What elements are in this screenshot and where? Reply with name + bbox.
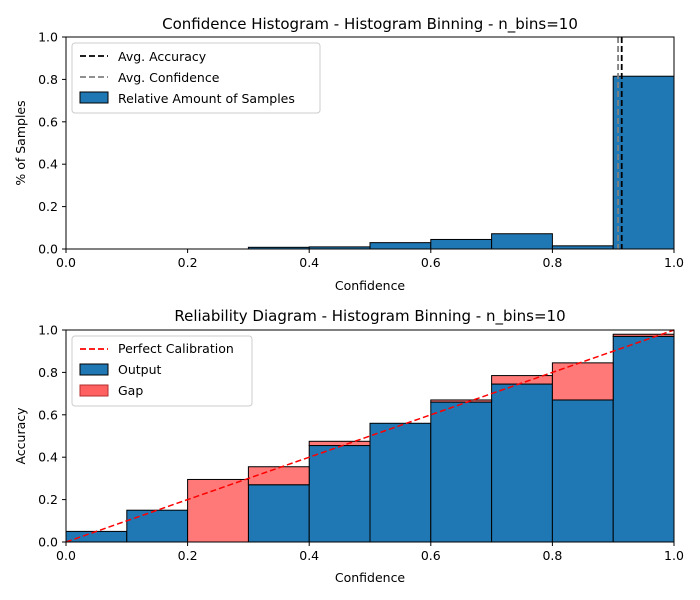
gap-bar (308, 440, 371, 447)
y-tick-label: 0.8 (38, 365, 58, 380)
histogram-bar (369, 242, 432, 250)
y-tick-label: 0.4 (38, 450, 58, 465)
y-tick-label: 1.0 (38, 323, 58, 338)
legend: Avg. Accuracy Avg. Confidence Relative A… (71, 42, 321, 114)
x-axis-label: Confidence (335, 278, 406, 293)
x-tick-label: 0.8 (542, 548, 562, 563)
chart-title: Reliability Diagram - Histogram Binning … (174, 307, 565, 326)
output-bar (65, 530, 128, 543)
y-axis-ticks: 0.0 0.2 0.4 0.6 0.8 1.0 (38, 323, 66, 550)
legend-avg-accuracy-label: Avg. Accuracy (118, 49, 207, 64)
legend-gap-swatch (79, 384, 109, 397)
output-bar (491, 383, 553, 543)
histogram-bar (491, 233, 553, 250)
y-tick-label: 1.0 (38, 30, 58, 45)
x-tick-label: 0.6 (421, 255, 441, 270)
legend-output-swatch (79, 363, 109, 376)
x-tick-label: 0.2 (178, 548, 198, 563)
y-axis-label: % of Samples (13, 100, 28, 185)
reference-lines (617, 37, 623, 249)
x-tick-label: 0.4 (299, 255, 319, 270)
legend-avg-confidence-label: Avg. Confidence (118, 70, 220, 85)
x-axis-ticks: 0.0 0.2 0.4 0.6 0.8 1.0 (56, 542, 684, 563)
perfect-calibration-line (65, 329, 675, 543)
chart-title: Confidence Histogram - Histogram Binning… (162, 15, 578, 34)
gap-bar (187, 478, 249, 543)
bar-group (247, 75, 675, 250)
gap-bar (551, 362, 614, 401)
legend-samples-swatch (79, 91, 109, 104)
output-bar (247, 484, 310, 543)
x-tick-label: 1.0 (664, 255, 684, 270)
y-tick-label: 0.8 (38, 72, 58, 87)
output-bar (612, 335, 675, 543)
output-bar (369, 422, 432, 543)
legend-output-label: Output (118, 362, 162, 377)
x-axis-ticks: 0.0 0.2 0.4 0.6 0.8 1.0 (56, 249, 684, 270)
y-tick-label: 0.6 (38, 114, 58, 129)
y-axis-ticks: 0.0 0.2 0.4 0.6 0.8 1.0 (38, 30, 66, 257)
legend-frame (71, 335, 253, 407)
y-tick-label: 0.2 (38, 199, 58, 214)
output-bar (126, 509, 189, 543)
legend: Perfect Calibration Output Gap (71, 335, 253, 407)
plot-frame (65, 329, 675, 543)
y-tick-label: 0.0 (38, 535, 58, 550)
y-tick-label: 0.0 (38, 242, 58, 257)
x-tick-label: 0.0 (56, 255, 76, 270)
legend-gap-label: Gap (118, 383, 143, 398)
x-tick-label: 0.2 (178, 255, 198, 270)
output-bar (430, 401, 493, 543)
x-tick-label: 0.6 (421, 548, 441, 563)
reliability-diagram-chart: Reliability Diagram - Histogram Binning … (13, 307, 684, 585)
x-axis-label: Confidence (335, 570, 406, 585)
x-tick-label: 0.0 (56, 548, 76, 563)
y-axis-label: Accuracy (13, 407, 28, 465)
output-bar (551, 399, 614, 543)
y-tick-label: 0.6 (38, 407, 58, 422)
histogram-bar (612, 75, 675, 250)
legend-samples-label: Relative Amount of Samples (118, 91, 295, 106)
plot-frame (65, 36, 675, 250)
x-tick-label: 0.4 (299, 548, 319, 563)
gap-bar (612, 333, 675, 337)
output-bar (308, 445, 371, 543)
x-tick-label: 1.0 (664, 548, 684, 563)
gap-bar (247, 466, 310, 486)
legend-perfect-calibration-label: Perfect Calibration (118, 341, 234, 356)
x-tick-label: 0.8 (542, 255, 562, 270)
y-tick-label: 0.4 (38, 157, 58, 172)
legend-frame (71, 42, 321, 114)
y-tick-label: 0.2 (38, 492, 58, 507)
gap-bar (430, 399, 493, 403)
confidence-histogram-chart: Confidence Histogram - Histogram Binning… (13, 15, 684, 293)
histogram-bar (430, 238, 493, 250)
